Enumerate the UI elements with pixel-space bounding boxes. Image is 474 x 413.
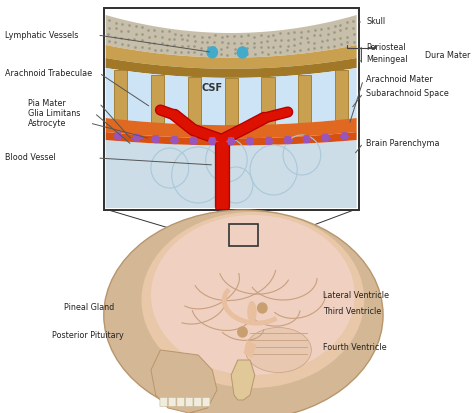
- Polygon shape: [244, 340, 256, 358]
- Polygon shape: [106, 68, 356, 125]
- Text: Subarachnoid Space: Subarachnoid Space: [366, 88, 449, 97]
- Ellipse shape: [151, 215, 355, 375]
- Circle shape: [209, 138, 216, 145]
- FancyBboxPatch shape: [188, 77, 201, 125]
- FancyBboxPatch shape: [261, 77, 274, 125]
- Circle shape: [152, 135, 159, 142]
- FancyBboxPatch shape: [202, 397, 210, 406]
- Text: Lateral Ventricle: Lateral Ventricle: [323, 292, 389, 301]
- Circle shape: [303, 135, 310, 142]
- Text: Blood Vessel: Blood Vessel: [5, 154, 55, 162]
- Polygon shape: [106, 118, 356, 138]
- Ellipse shape: [142, 212, 364, 388]
- FancyBboxPatch shape: [160, 397, 167, 406]
- FancyBboxPatch shape: [114, 71, 128, 120]
- FancyBboxPatch shape: [194, 397, 201, 406]
- FancyBboxPatch shape: [185, 397, 193, 406]
- Ellipse shape: [104, 210, 383, 413]
- Polygon shape: [231, 360, 255, 400]
- Circle shape: [207, 47, 218, 58]
- Text: Glia Limitans: Glia Limitans: [28, 109, 81, 118]
- Text: Posterior Pituitary: Posterior Pituitary: [52, 330, 124, 339]
- Text: Arachnoid Mater: Arachnoid Mater: [366, 76, 433, 85]
- FancyBboxPatch shape: [177, 397, 184, 406]
- Polygon shape: [106, 58, 356, 78]
- Circle shape: [284, 137, 291, 144]
- Text: Lymphatic Vessels: Lymphatic Vessels: [5, 31, 78, 40]
- Polygon shape: [106, 132, 356, 145]
- Polygon shape: [151, 350, 217, 413]
- Circle shape: [322, 134, 329, 141]
- Text: Arachnoid Trabeculae: Arachnoid Trabeculae: [5, 69, 92, 78]
- Text: Skull: Skull: [366, 17, 385, 26]
- Circle shape: [247, 138, 253, 145]
- Circle shape: [228, 138, 235, 145]
- Text: Pineal Gland: Pineal Gland: [64, 304, 114, 313]
- Text: Dura Mater: Dura Mater: [425, 50, 470, 59]
- Text: CSF: CSF: [202, 83, 223, 93]
- Text: Pia Mater: Pia Mater: [28, 98, 66, 107]
- FancyBboxPatch shape: [298, 75, 311, 123]
- Text: Third Ventricle: Third Ventricle: [323, 308, 381, 316]
- FancyBboxPatch shape: [225, 78, 238, 125]
- Circle shape: [257, 303, 267, 313]
- Text: Astrocyte: Astrocyte: [28, 119, 67, 128]
- FancyBboxPatch shape: [151, 75, 164, 123]
- Circle shape: [341, 133, 348, 140]
- Ellipse shape: [247, 301, 256, 323]
- Text: Periosteal: Periosteal: [366, 43, 406, 52]
- Text: Meningeal: Meningeal: [366, 55, 408, 64]
- Circle shape: [238, 327, 247, 337]
- FancyBboxPatch shape: [335, 71, 348, 120]
- Text: Fourth Ventricle: Fourth Ventricle: [323, 344, 386, 353]
- Circle shape: [190, 137, 197, 144]
- Polygon shape: [106, 45, 356, 69]
- Circle shape: [171, 137, 178, 144]
- Text: Brain Parenchyma: Brain Parenchyma: [366, 138, 439, 147]
- Circle shape: [134, 134, 140, 141]
- FancyBboxPatch shape: [104, 8, 358, 210]
- FancyBboxPatch shape: [168, 397, 176, 406]
- Circle shape: [115, 133, 121, 140]
- Circle shape: [237, 47, 248, 58]
- Polygon shape: [106, 140, 356, 208]
- Ellipse shape: [246, 328, 311, 373]
- Circle shape: [265, 137, 272, 144]
- Polygon shape: [106, 15, 356, 57]
